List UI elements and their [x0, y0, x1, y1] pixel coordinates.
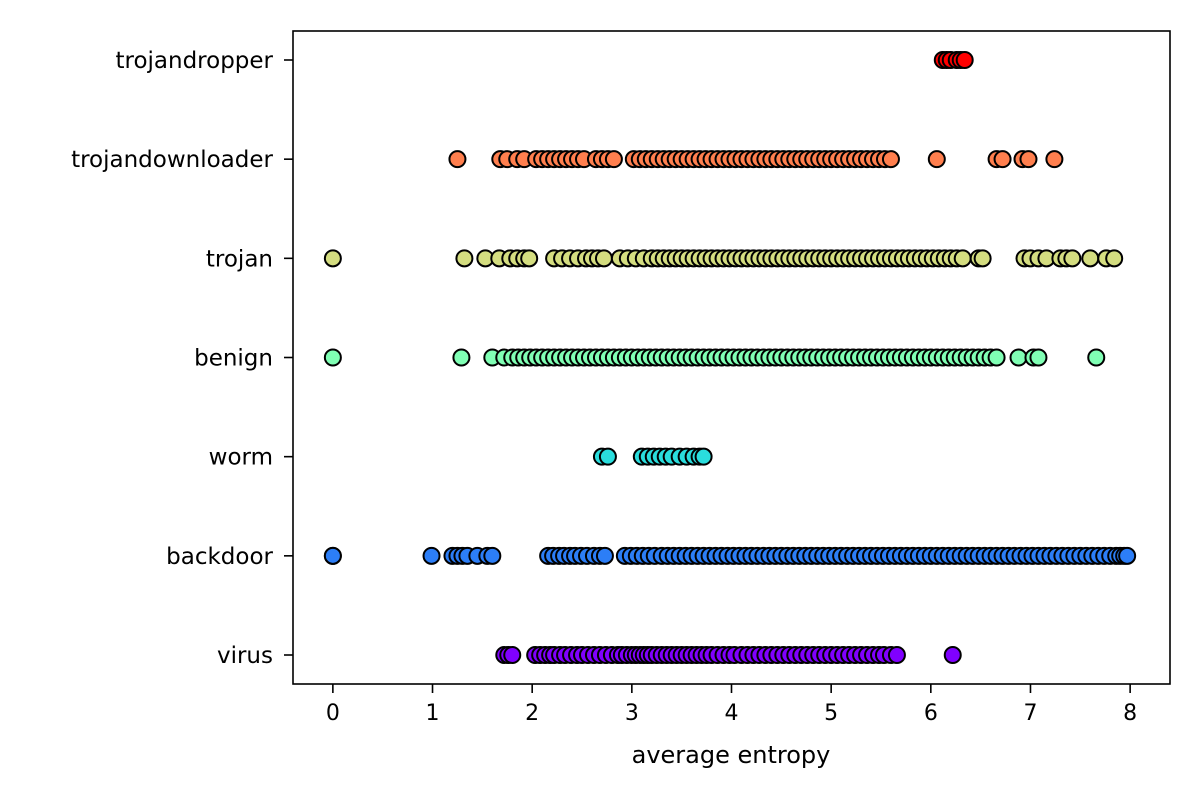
point-trojandownloader-67 — [1045, 150, 1064, 169]
x-tick-label-5: 5 — [824, 701, 838, 726]
point-virus-69 — [887, 646, 906, 664]
point-trojan-7 — [520, 249, 539, 268]
y-axis: virus backdoor worm benign trojan trojandownl… — [71, 48, 293, 669]
point-backdoor-20 — [595, 546, 614, 565]
point-worm-1 — [598, 447, 617, 466]
point-trojandownloader-62 — [927, 150, 946, 169]
point-trojandownloader-0 — [448, 150, 467, 169]
point-benign-88 — [1029, 348, 1048, 367]
point-benign-85 — [987, 348, 1006, 367]
point-trojan-1 — [455, 249, 474, 268]
x-tick-label-0: 0 — [326, 701, 340, 726]
points-layer — [323, 51, 1137, 664]
x-axis-label: average entropy — [632, 741, 831, 769]
point-trojandownloader-61 — [881, 150, 900, 169]
point-trojandownloader-17 — [604, 150, 623, 169]
x-axis: 0 1 2 3 4 5 6 7 8 — [326, 684, 1137, 726]
x-tick-label-1: 1 — [426, 701, 440, 726]
point-trojan-15 — [594, 249, 613, 268]
point-benign-1 — [452, 348, 471, 367]
x-tick-label-2: 2 — [525, 701, 539, 726]
x-tick-label-6: 6 — [924, 701, 938, 726]
point-trojan-82 — [1081, 249, 1100, 268]
point-backdoor-2 — [422, 546, 441, 565]
point-trojan-81 — [1063, 249, 1082, 268]
y-tick-label-trojandownloader: trojandownloader — [71, 147, 273, 173]
point-trojandownloader-64 — [993, 150, 1012, 169]
x-tick-label-4: 4 — [725, 701, 739, 726]
point-trojan-84 — [1105, 249, 1124, 268]
y-tick-label-trojandropper: trojandropper — [115, 48, 273, 74]
y-tick-label-trojan: trojan — [206, 246, 273, 272]
point-trojan-72 — [953, 249, 972, 268]
y-tick-label-worm: worm — [209, 445, 273, 471]
point-backdoor-1 — [323, 546, 342, 565]
point-virus-70 — [943, 646, 962, 664]
x-tick-label-3: 3 — [625, 701, 639, 726]
x-tick-label-7: 7 — [1023, 701, 1037, 726]
point-benign-86 — [1009, 348, 1028, 367]
point-backdoor-9 — [483, 546, 502, 565]
point-benign-89 — [1087, 348, 1106, 367]
point-backdoor-106 — [1118, 546, 1137, 565]
x-tick-label-8: 8 — [1123, 701, 1137, 726]
point-benign-0 — [323, 348, 342, 367]
y-tick-label-benign: benign — [194, 346, 273, 372]
y-tick-label-virus: virus — [217, 643, 273, 669]
point-trojan-0 — [323, 249, 342, 268]
point-trojandownloader-66 — [1019, 150, 1038, 169]
y-tick-label-backdoor: backdoor — [166, 544, 273, 570]
point-trojandropper-5 — [955, 51, 974, 69]
point-virus-2 — [503, 646, 522, 664]
point-trojan-74 — [973, 249, 992, 268]
point-worm-12 — [694, 447, 713, 466]
